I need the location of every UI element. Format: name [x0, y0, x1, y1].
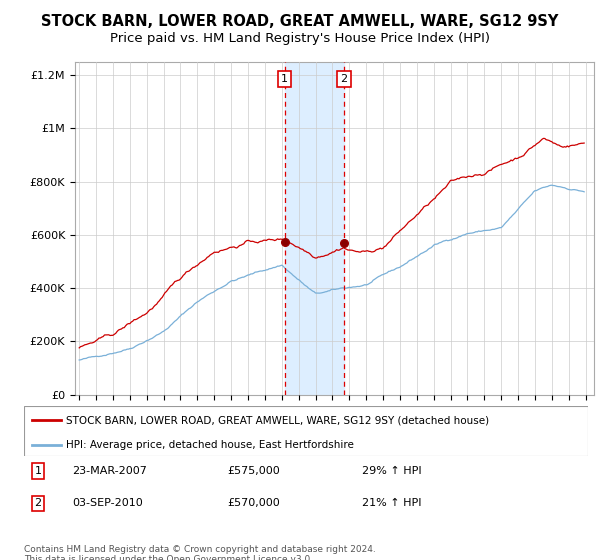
Text: Price paid vs. HM Land Registry's House Price Index (HPI): Price paid vs. HM Land Registry's House … — [110, 32, 490, 45]
Text: STOCK BARN, LOWER ROAD, GREAT AMWELL, WARE, SG12 9SY: STOCK BARN, LOWER ROAD, GREAT AMWELL, WA… — [41, 14, 559, 29]
Text: 1: 1 — [35, 466, 41, 476]
Text: £570,000: £570,000 — [227, 498, 280, 508]
Text: 2: 2 — [340, 74, 347, 84]
Text: 2: 2 — [35, 498, 41, 508]
Text: 29% ↑ HPI: 29% ↑ HPI — [362, 466, 422, 476]
Text: STOCK BARN, LOWER ROAD, GREAT AMWELL, WARE, SG12 9SY (detached house): STOCK BARN, LOWER ROAD, GREAT AMWELL, WA… — [66, 415, 490, 425]
Bar — [284, 62, 344, 395]
Text: 23-MAR-2007: 23-MAR-2007 — [72, 466, 147, 476]
Text: 21% ↑ HPI: 21% ↑ HPI — [362, 498, 422, 508]
Text: Contains HM Land Registry data © Crown copyright and database right 2024.
This d: Contains HM Land Registry data © Crown c… — [24, 545, 376, 560]
Text: £575,000: £575,000 — [227, 466, 280, 476]
Text: 1: 1 — [281, 74, 288, 84]
Text: 03-SEP-2010: 03-SEP-2010 — [72, 498, 143, 508]
Text: HPI: Average price, detached house, East Hertfordshire: HPI: Average price, detached house, East… — [66, 440, 354, 450]
FancyBboxPatch shape — [24, 406, 588, 456]
